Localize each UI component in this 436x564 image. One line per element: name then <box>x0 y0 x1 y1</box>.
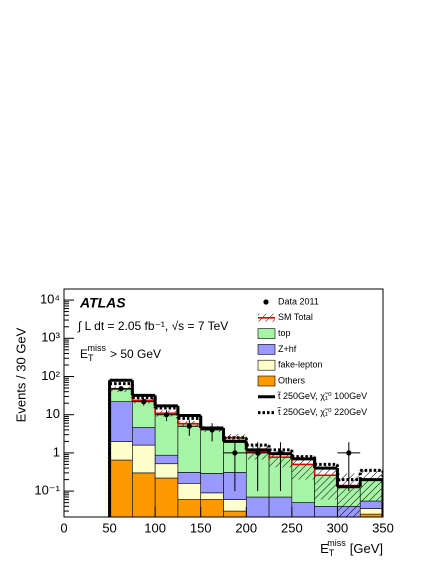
x-tick-label: 300 <box>327 520 349 535</box>
legend-label: Others <box>278 375 306 385</box>
signal-connector <box>108 383 383 517</box>
cut-label: ETmiss > 50 GeV <box>80 343 161 363</box>
x-tick-label: 100 <box>144 520 166 535</box>
data-point <box>346 450 352 456</box>
x-tick-label: 50 <box>102 520 116 535</box>
histogram-segment <box>154 477 179 517</box>
y-axis-label: Events / 30 GeV <box>13 327 28 422</box>
legend-label: top <box>278 328 291 338</box>
histogram-segment <box>132 444 156 474</box>
y-tick-label: 10 <box>46 406 60 421</box>
sm-uncertainty <box>314 465 338 500</box>
histogram-segment <box>177 483 202 500</box>
luminosity-label: ∫ L dt = 2.05 fb⁻¹, √s = 7 TeV <box>77 319 228 333</box>
histogram-segment <box>177 472 202 484</box>
y-tick-label: 10⁴ <box>40 292 60 307</box>
histogram-segment <box>109 401 133 442</box>
x-label-symbol: E <box>320 541 329 556</box>
x-label-sup: miss <box>327 538 346 548</box>
sm-uncertainty <box>360 470 383 502</box>
data-point <box>232 450 238 456</box>
histogram-segment <box>200 492 224 500</box>
x-label-unit: [GeV] <box>350 541 383 556</box>
legend-label: t̃ 250GeV, χ̃₁⁰ 100GeV <box>277 391 367 401</box>
cut-sub: T <box>88 353 94 363</box>
histogram-segment <box>154 454 179 465</box>
y-tick-label: 10⁻¹ <box>34 483 60 498</box>
legend-swatch <box>257 375 276 387</box>
cut-rest: > 50 GeV <box>110 347 161 361</box>
histogram-segment <box>268 496 293 517</box>
x-label-sub: T <box>329 548 335 558</box>
x-axis-label: ETmiss [GeV] <box>320 538 383 558</box>
legend-label: fake-lepton <box>278 360 323 370</box>
histogram-segment <box>177 499 202 517</box>
data-point <box>141 399 147 405</box>
sm-uncertainty <box>291 456 315 480</box>
histogram-segment <box>200 473 224 494</box>
legend-label: Data 2011 <box>278 296 319 306</box>
histogram-segment <box>223 499 247 512</box>
histogram-segment <box>359 508 383 515</box>
x-tick-label: 150 <box>190 520 212 535</box>
histogram-segment <box>109 459 133 517</box>
data-point <box>163 412 170 418</box>
x-tick-label: 350 <box>372 520 394 535</box>
legend-swatch <box>257 359 276 371</box>
data-point <box>118 386 124 392</box>
legend-swatch <box>257 344 276 355</box>
data-point <box>209 427 215 433</box>
histogram-segment <box>245 496 270 517</box>
x-tick-label: 250 <box>281 520 303 535</box>
histogram-segment <box>132 472 156 517</box>
legend-label: SM Total <box>278 312 313 322</box>
y-tick-label: 10³ <box>41 330 60 345</box>
cut-symbol: E <box>80 347 88 361</box>
y-tick-label: 10² <box>41 368 60 383</box>
legend-data-marker <box>263 299 269 305</box>
y-tick-label: 1 <box>53 444 60 459</box>
data-point <box>277 450 284 456</box>
legend-label: Z+hf <box>278 344 297 354</box>
histogram-segment <box>109 441 133 461</box>
legend-label: t̃ 250GeV, χ̃₁⁰ 220GeV <box>277 407 367 417</box>
histogram-segment <box>291 502 315 517</box>
sm-uncertainty <box>337 473 361 517</box>
histogram-segment <box>314 506 338 517</box>
histogram-segment <box>132 427 156 446</box>
histogram-segment <box>200 499 224 517</box>
histogram-segment <box>154 463 179 479</box>
data-point <box>255 450 261 456</box>
cut-sup: miss <box>88 343 107 353</box>
x-tick-label: 0 <box>60 520 67 535</box>
x-tick-label: 200 <box>235 520 257 535</box>
legend-swatch <box>257 328 276 339</box>
experiment-label: ATLAS <box>79 295 126 311</box>
data-point <box>186 423 192 429</box>
histogram-segment <box>359 500 383 509</box>
plot-area <box>108 378 383 517</box>
